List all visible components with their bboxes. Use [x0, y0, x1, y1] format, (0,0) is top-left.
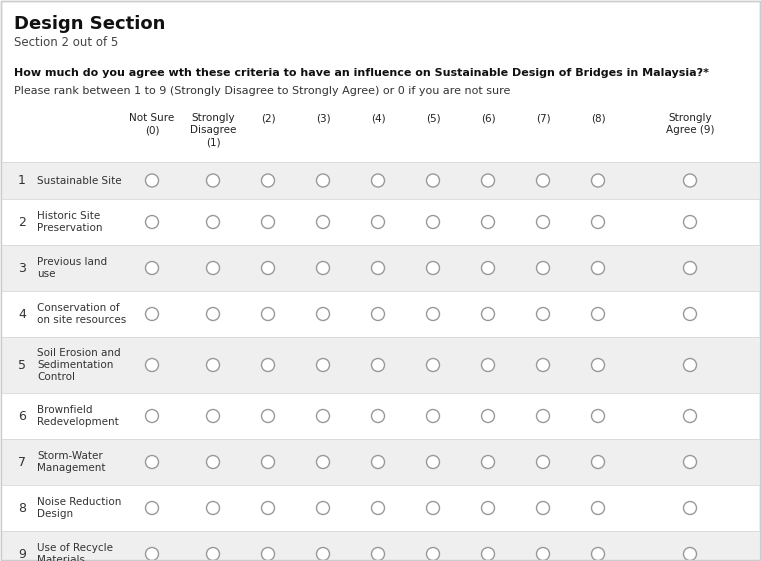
Circle shape: [683, 456, 696, 468]
Text: Brownfield
Redevelopment: Brownfield Redevelopment: [37, 405, 119, 427]
Circle shape: [317, 548, 330, 560]
FancyBboxPatch shape: [2, 245, 759, 291]
Circle shape: [262, 410, 275, 422]
Circle shape: [426, 215, 440, 228]
Text: Strongly
Disagree
(1): Strongly Disagree (1): [189, 113, 236, 147]
Circle shape: [317, 215, 330, 228]
Circle shape: [591, 456, 604, 468]
Circle shape: [683, 215, 696, 228]
Circle shape: [206, 261, 219, 274]
Circle shape: [482, 502, 495, 514]
Text: Use of Recycle
Materials: Use of Recycle Materials: [37, 543, 113, 561]
Circle shape: [145, 410, 158, 422]
Text: 9: 9: [18, 548, 26, 560]
Circle shape: [371, 548, 384, 560]
Circle shape: [683, 410, 696, 422]
Circle shape: [206, 502, 219, 514]
Circle shape: [371, 502, 384, 514]
Circle shape: [683, 307, 696, 320]
Circle shape: [145, 307, 158, 320]
Circle shape: [426, 410, 440, 422]
Text: 4: 4: [18, 307, 26, 320]
Circle shape: [591, 174, 604, 187]
Text: How much do you agree wth these criteria to have an influence on Sustainable Des: How much do you agree wth these criteria…: [14, 68, 709, 78]
Circle shape: [317, 410, 330, 422]
Text: Not Sure
(0): Not Sure (0): [129, 113, 174, 135]
Text: Soil Erosion and
Sedimentation
Control: Soil Erosion and Sedimentation Control: [37, 348, 121, 383]
Circle shape: [591, 410, 604, 422]
Text: 1: 1: [18, 174, 26, 187]
Circle shape: [206, 174, 219, 187]
Circle shape: [426, 548, 440, 560]
Circle shape: [317, 358, 330, 371]
Text: Historic Site
Preservation: Historic Site Preservation: [37, 211, 103, 233]
Circle shape: [426, 307, 440, 320]
Circle shape: [145, 174, 158, 187]
Circle shape: [262, 548, 275, 560]
Text: (5): (5): [425, 113, 441, 123]
Circle shape: [683, 358, 696, 371]
FancyBboxPatch shape: [2, 439, 759, 485]
Text: (8): (8): [591, 113, 605, 123]
Circle shape: [591, 548, 604, 560]
Circle shape: [206, 456, 219, 468]
Circle shape: [145, 548, 158, 560]
Text: Design Section: Design Section: [14, 15, 165, 33]
Circle shape: [537, 410, 549, 422]
Circle shape: [317, 174, 330, 187]
Circle shape: [317, 456, 330, 468]
Circle shape: [482, 548, 495, 560]
Text: (3): (3): [316, 113, 330, 123]
Circle shape: [317, 307, 330, 320]
Circle shape: [537, 307, 549, 320]
Text: 7: 7: [18, 456, 26, 468]
Circle shape: [262, 215, 275, 228]
Circle shape: [591, 261, 604, 274]
FancyBboxPatch shape: [2, 337, 759, 393]
Text: (4): (4): [371, 113, 385, 123]
Circle shape: [482, 307, 495, 320]
Circle shape: [206, 307, 219, 320]
Circle shape: [262, 358, 275, 371]
Circle shape: [683, 502, 696, 514]
Text: 8: 8: [18, 502, 26, 514]
Text: Noise Reduction
Design: Noise Reduction Design: [37, 497, 121, 519]
Text: Conservation of
on site resources: Conservation of on site resources: [37, 303, 126, 325]
FancyBboxPatch shape: [2, 162, 759, 199]
FancyBboxPatch shape: [2, 531, 759, 561]
Circle shape: [262, 307, 275, 320]
Circle shape: [591, 307, 604, 320]
Circle shape: [426, 261, 440, 274]
Circle shape: [591, 358, 604, 371]
Circle shape: [371, 307, 384, 320]
Circle shape: [206, 548, 219, 560]
FancyBboxPatch shape: [2, 291, 759, 337]
Circle shape: [371, 410, 384, 422]
Circle shape: [371, 174, 384, 187]
Circle shape: [426, 502, 440, 514]
Circle shape: [371, 261, 384, 274]
Text: Please rank between 1 to 9 (Strongly Disagree to Strongly Agree) or 0 if you are: Please rank between 1 to 9 (Strongly Dis…: [14, 86, 511, 96]
Circle shape: [426, 456, 440, 468]
Circle shape: [482, 174, 495, 187]
Text: 2: 2: [18, 215, 26, 228]
Circle shape: [537, 261, 549, 274]
Text: Storm-Water
Management: Storm-Water Management: [37, 451, 106, 473]
Circle shape: [683, 174, 696, 187]
Circle shape: [537, 502, 549, 514]
Text: 5: 5: [18, 358, 26, 371]
Circle shape: [683, 548, 696, 560]
Circle shape: [262, 261, 275, 274]
Circle shape: [426, 358, 440, 371]
Circle shape: [371, 215, 384, 228]
Circle shape: [537, 215, 549, 228]
FancyBboxPatch shape: [2, 393, 759, 439]
Circle shape: [482, 456, 495, 468]
Circle shape: [482, 358, 495, 371]
Circle shape: [537, 548, 549, 560]
Text: 6: 6: [18, 410, 26, 422]
Circle shape: [482, 215, 495, 228]
Circle shape: [482, 410, 495, 422]
Text: (6): (6): [481, 113, 495, 123]
